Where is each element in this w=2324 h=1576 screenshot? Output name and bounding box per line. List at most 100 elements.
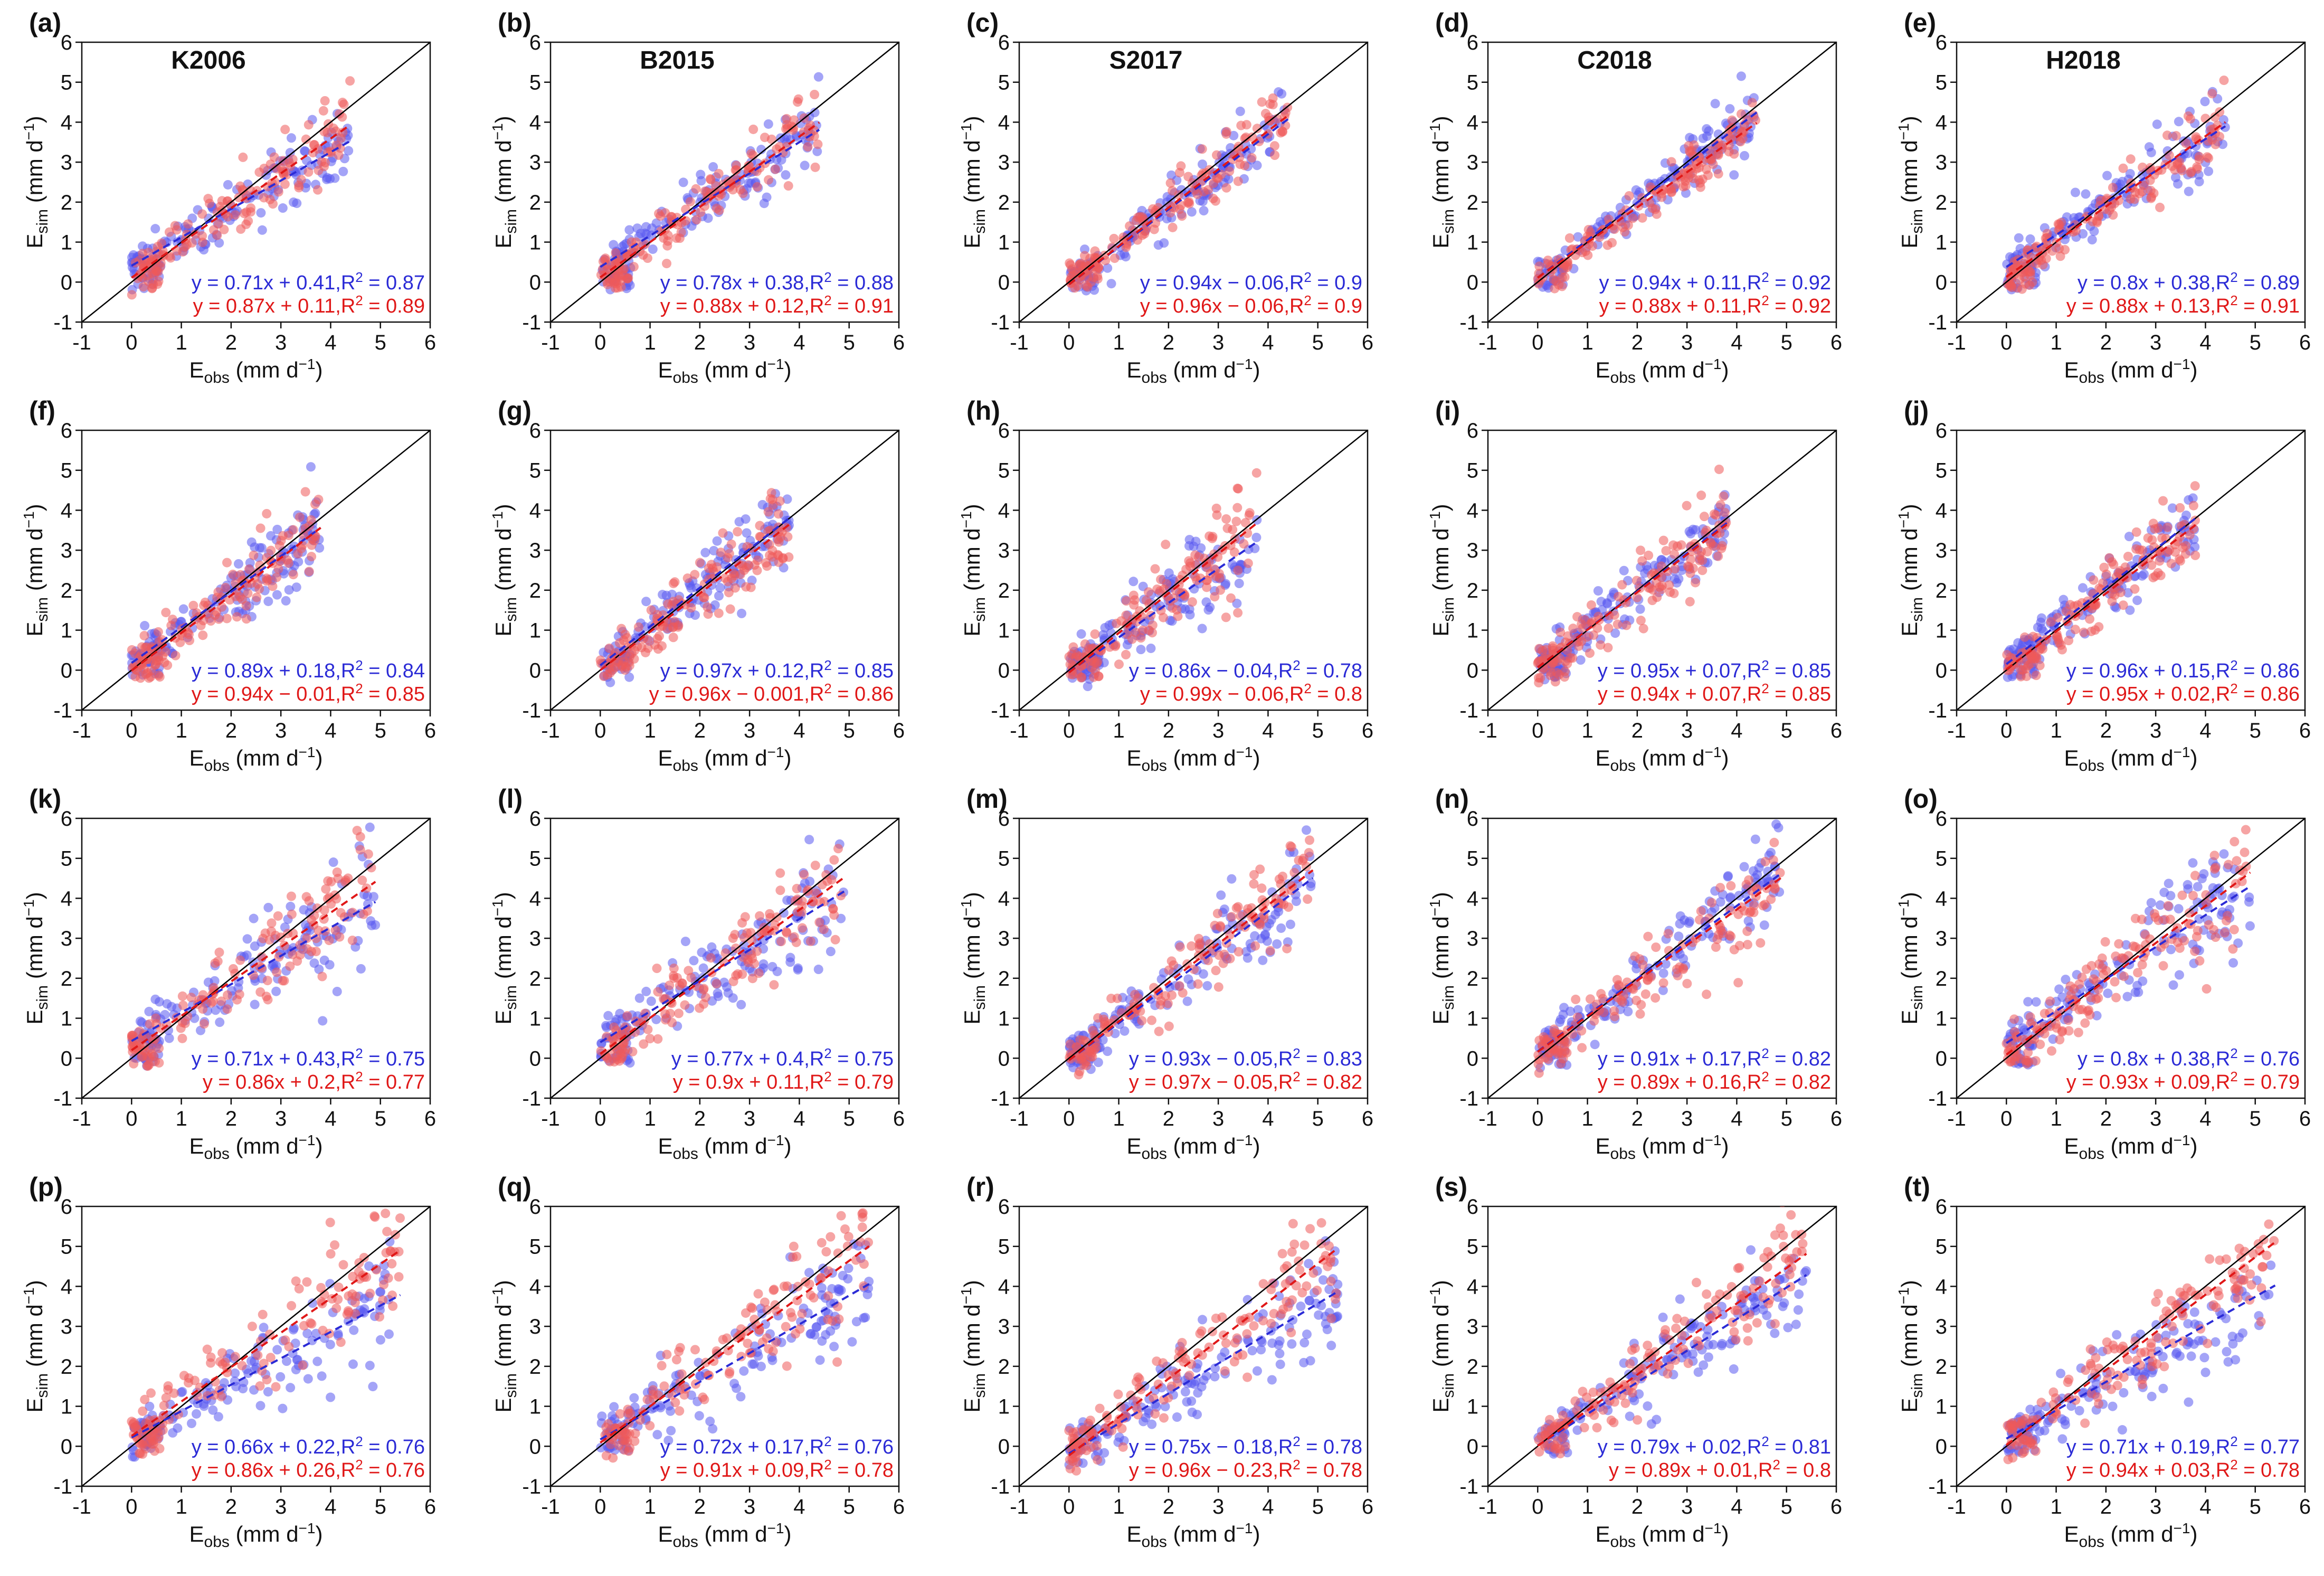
point-red [143, 668, 153, 678]
x-tick-label: 0 [1532, 719, 1543, 742]
y-tick-label: -1 [53, 699, 72, 722]
point-blue [1740, 150, 1750, 161]
point-blue [1305, 870, 1315, 880]
point-red [1742, 926, 1752, 936]
point-red [703, 609, 713, 619]
point-blue [772, 154, 782, 164]
regression-line-red [2006, 524, 2196, 671]
point-red [730, 583, 740, 593]
regression-line-red [131, 526, 321, 672]
point-red [1697, 565, 1708, 575]
point-red [1623, 220, 1633, 230]
y-tick-label: 1 [1936, 1007, 1947, 1031]
point-red [1558, 1054, 1568, 1064]
point-blue [214, 238, 224, 248]
point-blue [356, 964, 366, 974]
point-red [2035, 660, 2045, 671]
point-blue [286, 133, 296, 143]
point-red [1684, 141, 1694, 151]
point-blue [1750, 834, 1760, 844]
panel-letter: (d) [1435, 8, 1469, 37]
y-axis-title: Esim (mm d−1) [958, 504, 989, 636]
point-red [213, 956, 223, 966]
point-blue [138, 241, 148, 251]
y-tick-label: 5 [998, 459, 1010, 483]
point-red [188, 600, 198, 610]
point-blue [1685, 133, 1695, 143]
y-tick-label: 3 [998, 151, 1010, 174]
regression-line-blue [1068, 118, 1289, 286]
point-blue [2179, 149, 2189, 159]
point-blue [624, 672, 634, 682]
point-blue [256, 208, 266, 218]
point-red [659, 233, 669, 243]
point-blue [2244, 892, 2254, 902]
point-red [166, 620, 176, 630]
point-red [238, 152, 248, 162]
point-red [1676, 540, 1686, 550]
point-blue [2146, 147, 2156, 157]
point-blue [1748, 866, 1758, 876]
point-red [735, 185, 745, 195]
x-tick-label: 4 [325, 331, 336, 354]
y-tick-label: 3 [1936, 539, 1947, 562]
one-to-one-line [82, 42, 430, 322]
point-red [703, 602, 713, 612]
point-red [724, 549, 734, 559]
point-red [773, 509, 783, 519]
point-red [303, 120, 314, 130]
point-red [345, 76, 355, 86]
x-axis-title: Eobs (mm d−1) [1127, 1132, 1260, 1163]
point-red [622, 633, 632, 643]
point-red [1733, 978, 1743, 988]
regression-line-red [600, 876, 845, 1055]
point-red [170, 650, 181, 660]
y-tick-label: 3 [529, 151, 541, 174]
x-axis-title: Eobs (mm d−1) [1127, 356, 1260, 386]
point-red [182, 240, 192, 250]
point-red [1729, 945, 1739, 955]
equation-red: y = 0.88x + 0.11,R2 = 0.92 [1599, 292, 1831, 317]
point-red [1078, 652, 1088, 662]
point-red [1164, 965, 1174, 975]
point-red [153, 627, 163, 637]
point-red [2108, 183, 2118, 193]
point-red [166, 253, 176, 263]
point-blue [1146, 643, 1156, 653]
axes-frame [1956, 41, 2306, 323]
point-blue [135, 1016, 145, 1026]
point-blue [2103, 988, 2113, 998]
x-tick-label: 2 [2100, 719, 2112, 742]
point-red [828, 904, 838, 914]
y-tick-label: 5 [61, 459, 72, 483]
point-red [1154, 1026, 1164, 1036]
point-red [1221, 183, 1231, 193]
point-red [1133, 212, 1143, 222]
one-to-one-line [551, 818, 899, 1098]
point-red [1210, 920, 1220, 930]
point-blue [1076, 629, 1086, 639]
x-tick-label: 3 [1681, 331, 1693, 354]
point-red [273, 564, 283, 574]
point-blue [365, 822, 375, 832]
x-axis-title: Eobs (mm d−1) [658, 356, 792, 386]
y-tick-label: 4 [1936, 499, 1947, 522]
point-red [1621, 620, 1631, 630]
point-red [700, 993, 710, 1003]
point-red [1289, 867, 1299, 877]
point-red [255, 560, 265, 570]
point-red [280, 125, 290, 135]
equation-blue: y = 0.86x − 0.04,R2 = 0.78 [1129, 657, 1362, 682]
point-red [1284, 902, 1294, 912]
point-blue [1136, 645, 1146, 655]
point-blue [318, 1016, 328, 1026]
x-tick-label: 6 [1830, 719, 1842, 742]
point-red [1137, 1016, 1147, 1026]
point-red [628, 1046, 638, 1056]
point-red [214, 219, 224, 229]
point-red [746, 149, 756, 159]
point-red [322, 894, 333, 904]
point-red [2138, 162, 2148, 172]
